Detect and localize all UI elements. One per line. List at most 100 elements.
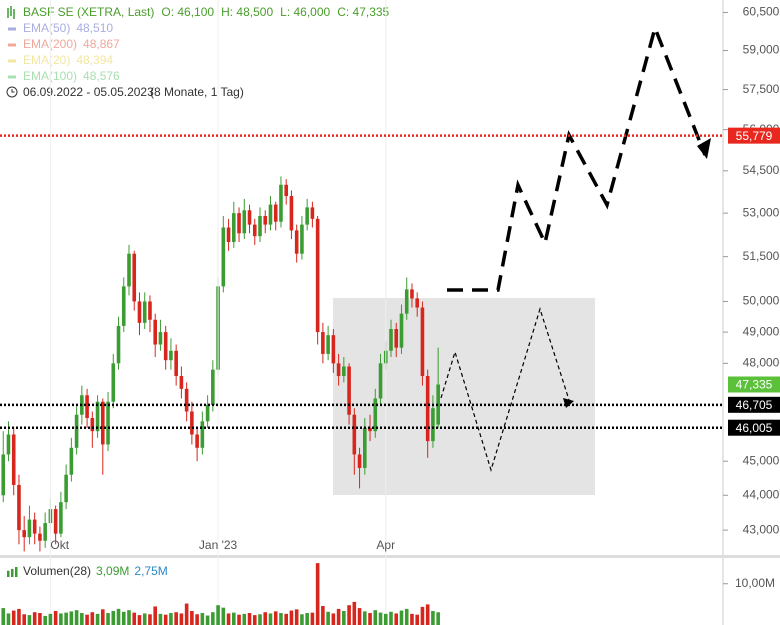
clock-hand <box>11 89 15 93</box>
level-label: 46,705 <box>736 398 773 412</box>
volume-bar <box>310 612 315 625</box>
volume-bar <box>242 613 247 625</box>
candle-body <box>69 447 74 475</box>
volume-bar <box>132 612 137 625</box>
volume-bar <box>268 613 273 625</box>
candle-body <box>310 207 315 219</box>
candle-body <box>431 408 435 442</box>
quote-item: H: 48,500 <box>221 5 273 19</box>
candle-body <box>38 533 42 541</box>
candle-body <box>205 404 210 422</box>
y-tick-label: 51,500 <box>743 249 780 263</box>
annotations <box>333 22 711 495</box>
volume-bar <box>336 608 341 625</box>
volume-bar <box>425 604 430 625</box>
volume-bar <box>121 611 126 625</box>
candle-body <box>32 519 37 534</box>
volume-bar <box>378 612 383 625</box>
candle-body <box>148 301 152 320</box>
candle-body <box>331 335 336 364</box>
volume-icon <box>7 570 10 577</box>
candle-body <box>137 301 142 323</box>
volume-bar <box>64 612 68 625</box>
volume-bar <box>237 614 241 625</box>
volume-bar <box>368 613 372 625</box>
candle-body <box>200 421 205 448</box>
volume-bar <box>420 606 425 625</box>
volume-bar <box>43 615 47 625</box>
candle-body <box>106 401 110 445</box>
candle-body <box>142 301 147 323</box>
level-label: 46,005 <box>736 421 773 435</box>
candle-body <box>357 454 362 468</box>
y-tick-label: 50,000 <box>743 294 780 308</box>
last-price-tag <box>728 376 780 393</box>
volume-bar <box>252 615 257 625</box>
candle-body <box>284 184 288 197</box>
panel-divider <box>0 555 780 558</box>
candle-body <box>74 414 79 448</box>
volume-bar <box>211 612 215 625</box>
volume-average: 2,75M <box>134 564 167 578</box>
volume-bar <box>80 613 84 625</box>
candle-body <box>436 384 440 425</box>
volume-bar <box>321 606 325 625</box>
volume-bar <box>137 615 142 625</box>
volume-bar <box>148 614 152 625</box>
y-tick-label: 57,500 <box>743 82 780 96</box>
volume-bar <box>404 608 409 625</box>
y-tick-label: 53,000 <box>743 205 780 219</box>
volume-bar <box>53 610 58 625</box>
candle-body <box>273 204 278 222</box>
candle-body <box>289 196 294 231</box>
candle-body <box>347 366 351 415</box>
x-tick-label: Okt <box>50 538 69 552</box>
y-tick-label: 44,000 <box>743 487 780 501</box>
candle-body <box>226 227 231 243</box>
legend-entry: EMA(200)48,867 <box>23 37 120 51</box>
volume-bar <box>326 611 330 625</box>
legend-entry: EMA(100)48,576 <box>23 69 120 83</box>
candle-body <box>90 418 95 432</box>
volume-bar <box>158 613 163 625</box>
volume-bar <box>169 613 173 625</box>
y-tick-label: 54,500 <box>743 163 780 177</box>
level-label: 55,779 <box>736 129 773 143</box>
candle-body <box>6 434 11 455</box>
candle-body <box>195 434 199 448</box>
volume-bar <box>153 606 157 625</box>
volume-bar <box>315 563 320 625</box>
candle-body <box>116 325 121 364</box>
volume-bar <box>284 613 288 625</box>
volume-bar <box>27 615 32 625</box>
candle-body <box>399 313 404 348</box>
arrow-head <box>697 138 711 159</box>
candle-body <box>242 210 247 234</box>
y-tick-label: 43,000 <box>743 522 780 536</box>
candle-body <box>363 427 367 468</box>
volume-bar <box>11 610 16 625</box>
volume-last: 3,09M <box>96 564 129 578</box>
volume-bar <box>258 614 262 625</box>
legend-entry: EMA(50) 48,510 <box>23 21 113 35</box>
candle-body <box>263 215 268 225</box>
candle-body <box>43 523 47 541</box>
candle-body <box>373 398 378 432</box>
quote-item: C: 47,335 <box>337 5 389 19</box>
volume-bar <box>163 614 168 625</box>
legend-name: EMA(20) <box>23 53 70 67</box>
candle-body <box>111 363 116 402</box>
volume-bar <box>17 608 21 625</box>
volume-bar <box>1 608 6 625</box>
quote-item: L: 46,000 <box>280 5 330 19</box>
candle-body <box>184 388 189 412</box>
volume-icon <box>11 568 14 577</box>
volume-bar <box>101 609 105 625</box>
volume-bar <box>373 610 378 625</box>
candle-body <box>336 363 341 377</box>
volume-bar <box>106 613 110 625</box>
volume-bar <box>95 613 100 625</box>
y-tick-label: 49,000 <box>743 324 780 338</box>
candle-body <box>252 224 257 237</box>
